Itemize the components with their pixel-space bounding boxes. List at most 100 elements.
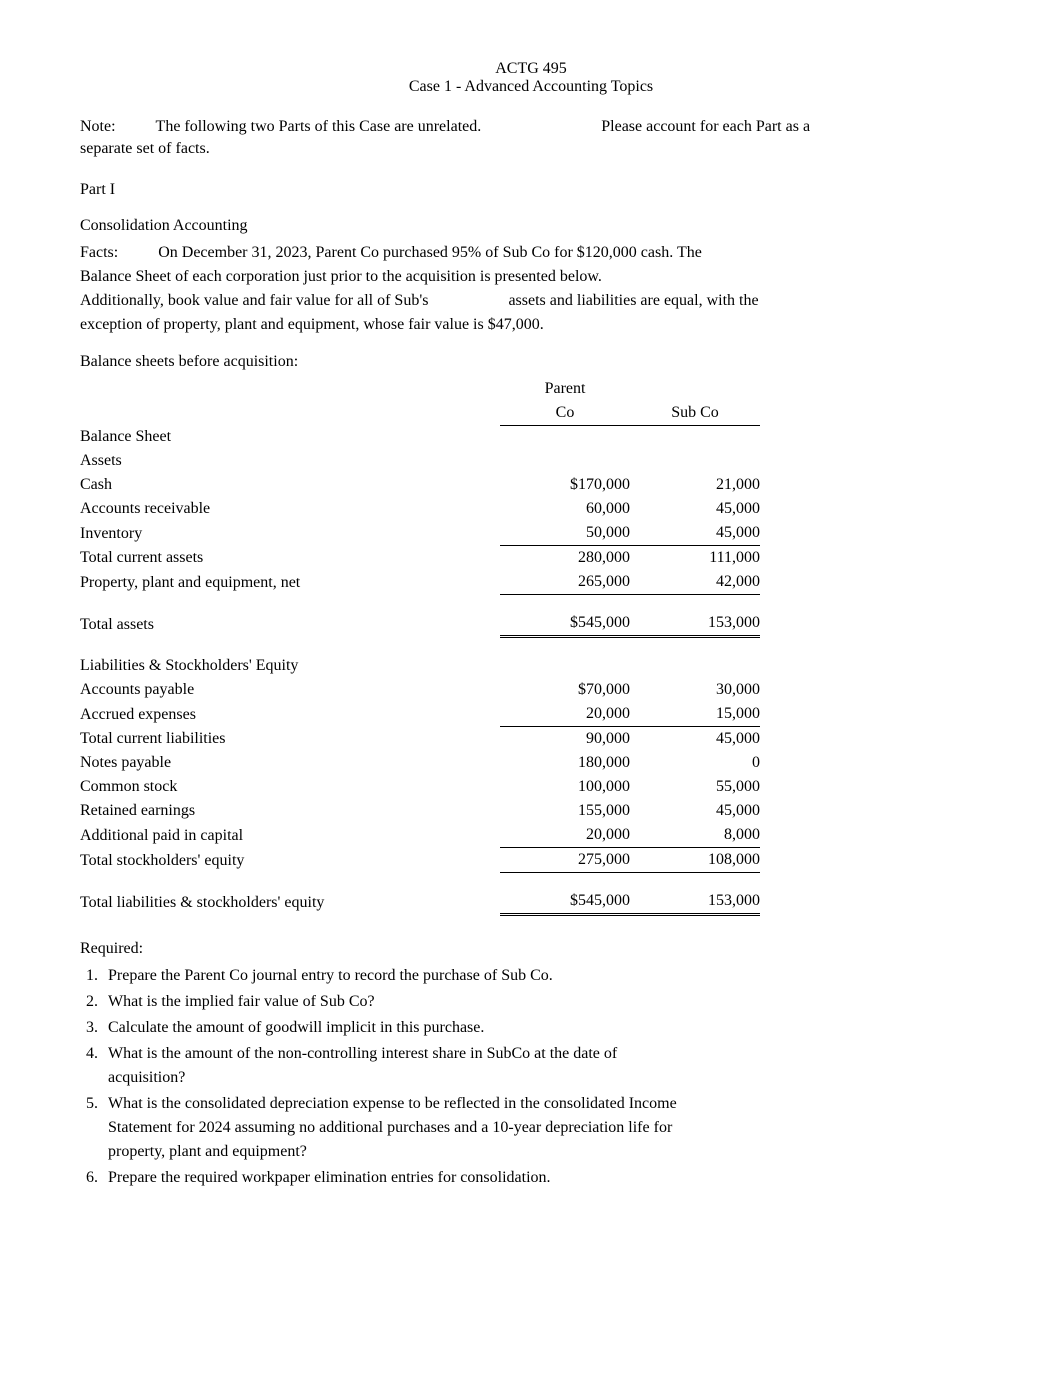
subheading: Consolidation Accounting: [80, 217, 982, 235]
table-row: Balance Sheet: [80, 425, 760, 449]
required-item-4-sub: acquisition?: [108, 1066, 982, 1090]
required-label: Required:: [80, 940, 982, 958]
table-row: Liabilities & Stockholders' Equity: [80, 654, 760, 678]
row-sub-value: 21,000: [630, 473, 760, 497]
facts-line-2: Balance Sheet of each corporation just p…: [80, 268, 602, 285]
col-header-parent: Co: [500, 401, 630, 426]
facts-line-4: exception of property, plant and equipme…: [80, 316, 544, 333]
row-label: Notes payable: [80, 751, 500, 775]
row-label: Liabilities & Stockholders' Equity: [80, 654, 500, 678]
row-label: Retained earnings: [80, 799, 500, 823]
table-row: Property, plant and equipment, net265,00…: [80, 570, 760, 595]
row-sub-value: 0: [630, 751, 760, 775]
note-text-2: Please account for each Part as a: [601, 118, 810, 135]
row-sub-value: [630, 425, 760, 449]
balance-sheet-intro: Balance sheets before acquisition:: [80, 353, 982, 371]
row-sub-value: 45,000: [630, 497, 760, 521]
row-sub-value: 45,000: [630, 521, 760, 546]
row-label: Total stockholders' equity: [80, 848, 500, 873]
row-label: Common stock: [80, 775, 500, 799]
row-label: Total assets: [80, 611, 500, 637]
row-parent-value: $70,000: [500, 678, 630, 702]
balance-sheet-table: Parent Co Sub Co Balance SheetAssetsCash…: [80, 377, 760, 917]
row-parent-value: $545,000: [500, 889, 630, 915]
row-sub-value: 55,000: [630, 775, 760, 799]
row-parent-value: [500, 654, 630, 678]
table-row: Total assets$545,000153,000: [80, 611, 760, 637]
facts-block: Facts: On December 31, 2023, Parent Co pu…: [80, 241, 982, 337]
row-parent-value: 60,000: [500, 497, 630, 521]
row-parent-value: [500, 449, 630, 473]
table-header-row-1: Parent: [80, 377, 760, 401]
required-item-4: What is the amount of the non-controllin…: [102, 1042, 982, 1090]
required-item-5: What is the consolidated depreciation ex…: [102, 1092, 982, 1164]
note-block: Note: The following two Parts of this Cas…: [80, 116, 982, 161]
note-label: Note:: [80, 118, 116, 135]
table-row: Accounts payable$70,00030,000: [80, 678, 760, 702]
facts-label: Facts:: [80, 244, 118, 261]
required-item-6: Prepare the required workpaper eliminati…: [102, 1166, 982, 1190]
row-sub-value: 153,000: [630, 889, 760, 915]
row-label: Inventory: [80, 521, 500, 546]
table-row: Cash$170,00021,000: [80, 473, 760, 497]
row-sub-value: 8,000: [630, 823, 760, 848]
row-sub-value: [630, 449, 760, 473]
row-parent-value: 155,000: [500, 799, 630, 823]
row-label: Cash: [80, 473, 500, 497]
table-row: Accrued expenses20,00015,000: [80, 702, 760, 727]
row-parent-value: 20,000: [500, 823, 630, 848]
table-header-row-2: Co Sub Co: [80, 401, 760, 426]
row-label: Total liabilities & stockholders' equity: [80, 889, 500, 915]
row-parent-value: 20,000: [500, 702, 630, 727]
required-item-4-text: What is the amount of the non-controllin…: [108, 1045, 617, 1062]
note-text-1: The following two Parts of this Case are…: [156, 118, 482, 135]
row-label: Accounts payable: [80, 678, 500, 702]
col-header-parent-top: Parent: [500, 377, 630, 401]
row-parent-value: 180,000: [500, 751, 630, 775]
row-sub-value: 15,000: [630, 702, 760, 727]
row-parent-value: $170,000: [500, 473, 630, 497]
row-label: Total current liabilities: [80, 727, 500, 752]
row-label: Additional paid in capital: [80, 823, 500, 848]
required-list: Prepare the Parent Co journal entry to r…: [80, 964, 982, 1190]
row-label: Total current assets: [80, 546, 500, 571]
row-parent-value: 100,000: [500, 775, 630, 799]
table-row: [80, 637, 760, 655]
row-label: Accrued expenses: [80, 702, 500, 727]
required-item-5-sub-b: property, plant and equipment?: [108, 1140, 982, 1164]
facts-line-1: On December 31, 2023, Parent Co purchase…: [158, 244, 702, 261]
row-sub-value: 30,000: [630, 678, 760, 702]
row-parent-value: 50,000: [500, 521, 630, 546]
row-parent-value: $545,000: [500, 611, 630, 637]
row-parent-value: 275,000: [500, 848, 630, 873]
table-row: [80, 595, 760, 612]
table-row: Total liabilities & stockholders' equity…: [80, 889, 760, 915]
course-code: ACTG 495: [80, 60, 982, 78]
required-item-1: Prepare the Parent Co journal entry to r…: [102, 964, 982, 988]
table-row: Retained earnings155,00045,000: [80, 799, 760, 823]
table-row: Total stockholders' equity275,000108,000: [80, 848, 760, 873]
row-sub-value: [630, 654, 760, 678]
table-row: Inventory50,00045,000: [80, 521, 760, 546]
row-sub-value: 42,000: [630, 570, 760, 595]
table-row: Total current assets280,000111,000: [80, 546, 760, 571]
row-label: Accounts receivable: [80, 497, 500, 521]
row-parent-value: 280,000: [500, 546, 630, 571]
col-header-sub: Sub Co: [630, 401, 760, 426]
table-row: Total current liabilities90,00045,000: [80, 727, 760, 752]
row-parent-value: 265,000: [500, 570, 630, 595]
table-row: Accounts receivable60,00045,000: [80, 497, 760, 521]
table-row: Assets: [80, 449, 760, 473]
table-row: Additional paid in capital20,0008,000: [80, 823, 760, 848]
table-row: [80, 873, 760, 890]
row-parent-value: [500, 425, 630, 449]
required-item-2: What is the implied fair value of Sub Co…: [102, 990, 982, 1014]
row-sub-value: 111,000: [630, 546, 760, 571]
required-item-5-sub-a: Statement for 2024 assuming no additiona…: [108, 1116, 982, 1140]
row-label: Assets: [80, 449, 500, 473]
case-title: Case 1 - Advanced Accounting Topics: [80, 78, 982, 96]
row-label: Balance Sheet: [80, 425, 500, 449]
row-parent-value: 90,000: [500, 727, 630, 752]
required-item-3: Calculate the amount of goodwill implici…: [102, 1016, 982, 1040]
row-sub-value: 45,000: [630, 727, 760, 752]
